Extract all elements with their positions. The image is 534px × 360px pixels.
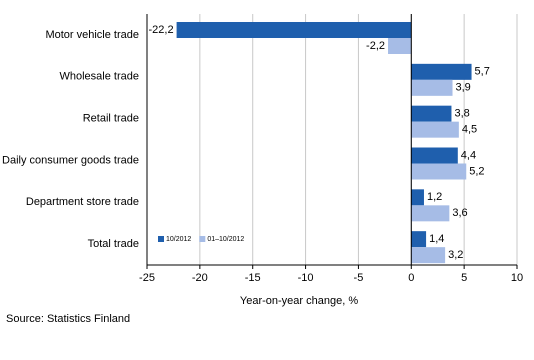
- x-axis-label: Year-on-year change, %: [240, 295, 358, 307]
- x-tick-label: 5: [461, 272, 467, 284]
- legend-swatch: [158, 236, 164, 242]
- bar: [411, 231, 427, 248]
- bar: [411, 205, 450, 222]
- x-tick-label: -10: [298, 272, 314, 284]
- x-tick-label: -20: [192, 272, 208, 284]
- y-tick-label: Wholesale trade: [60, 71, 140, 83]
- y-tick-label: Total trade: [88, 238, 139, 250]
- bar: [411, 63, 472, 80]
- bar: [411, 121, 459, 138]
- value-label: 1,2: [427, 191, 442, 203]
- x-tick-label: -15: [245, 272, 261, 284]
- value-label: 3,9: [456, 82, 471, 94]
- x-tick-label: 10: [511, 272, 523, 284]
- legend-label: 10/2012: [166, 236, 191, 243]
- bar: [411, 189, 424, 206]
- x-tick-label: -25: [139, 272, 155, 284]
- y-tick-label: Daily consumer goods trade: [2, 154, 139, 166]
- x-tick-label: -5: [354, 272, 364, 284]
- bar: [411, 79, 453, 96]
- y-tick-label: Retail trade: [83, 112, 139, 124]
- bar: [388, 38, 412, 54]
- bar: [411, 105, 452, 122]
- value-label: 5,2: [469, 165, 484, 177]
- source: Source: Statistics Finland: [6, 313, 130, 325]
- y-tick-label: Motor vehicle trade: [45, 29, 139, 41]
- value-label: 3,2: [448, 249, 463, 261]
- value-label: 5,7: [475, 66, 490, 78]
- legend-label: 01–10/2012: [207, 236, 244, 243]
- value-label: 3,8: [454, 108, 469, 120]
- value-label: 3,6: [452, 207, 467, 219]
- bar: [411, 147, 458, 164]
- value-label: -22,2: [149, 24, 174, 36]
- value-label: 1,4: [429, 233, 444, 245]
- y-tick-label: Department store trade: [26, 196, 139, 208]
- value-label: -2,2: [366, 40, 385, 52]
- value-label: 4,5: [462, 124, 477, 136]
- legend-swatch: [199, 236, 206, 242]
- value-label: 4,4: [461, 149, 476, 161]
- bar: [176, 22, 412, 38]
- bar: [411, 163, 467, 180]
- bar: [411, 247, 446, 264]
- x-tick-label: 0: [408, 272, 414, 284]
